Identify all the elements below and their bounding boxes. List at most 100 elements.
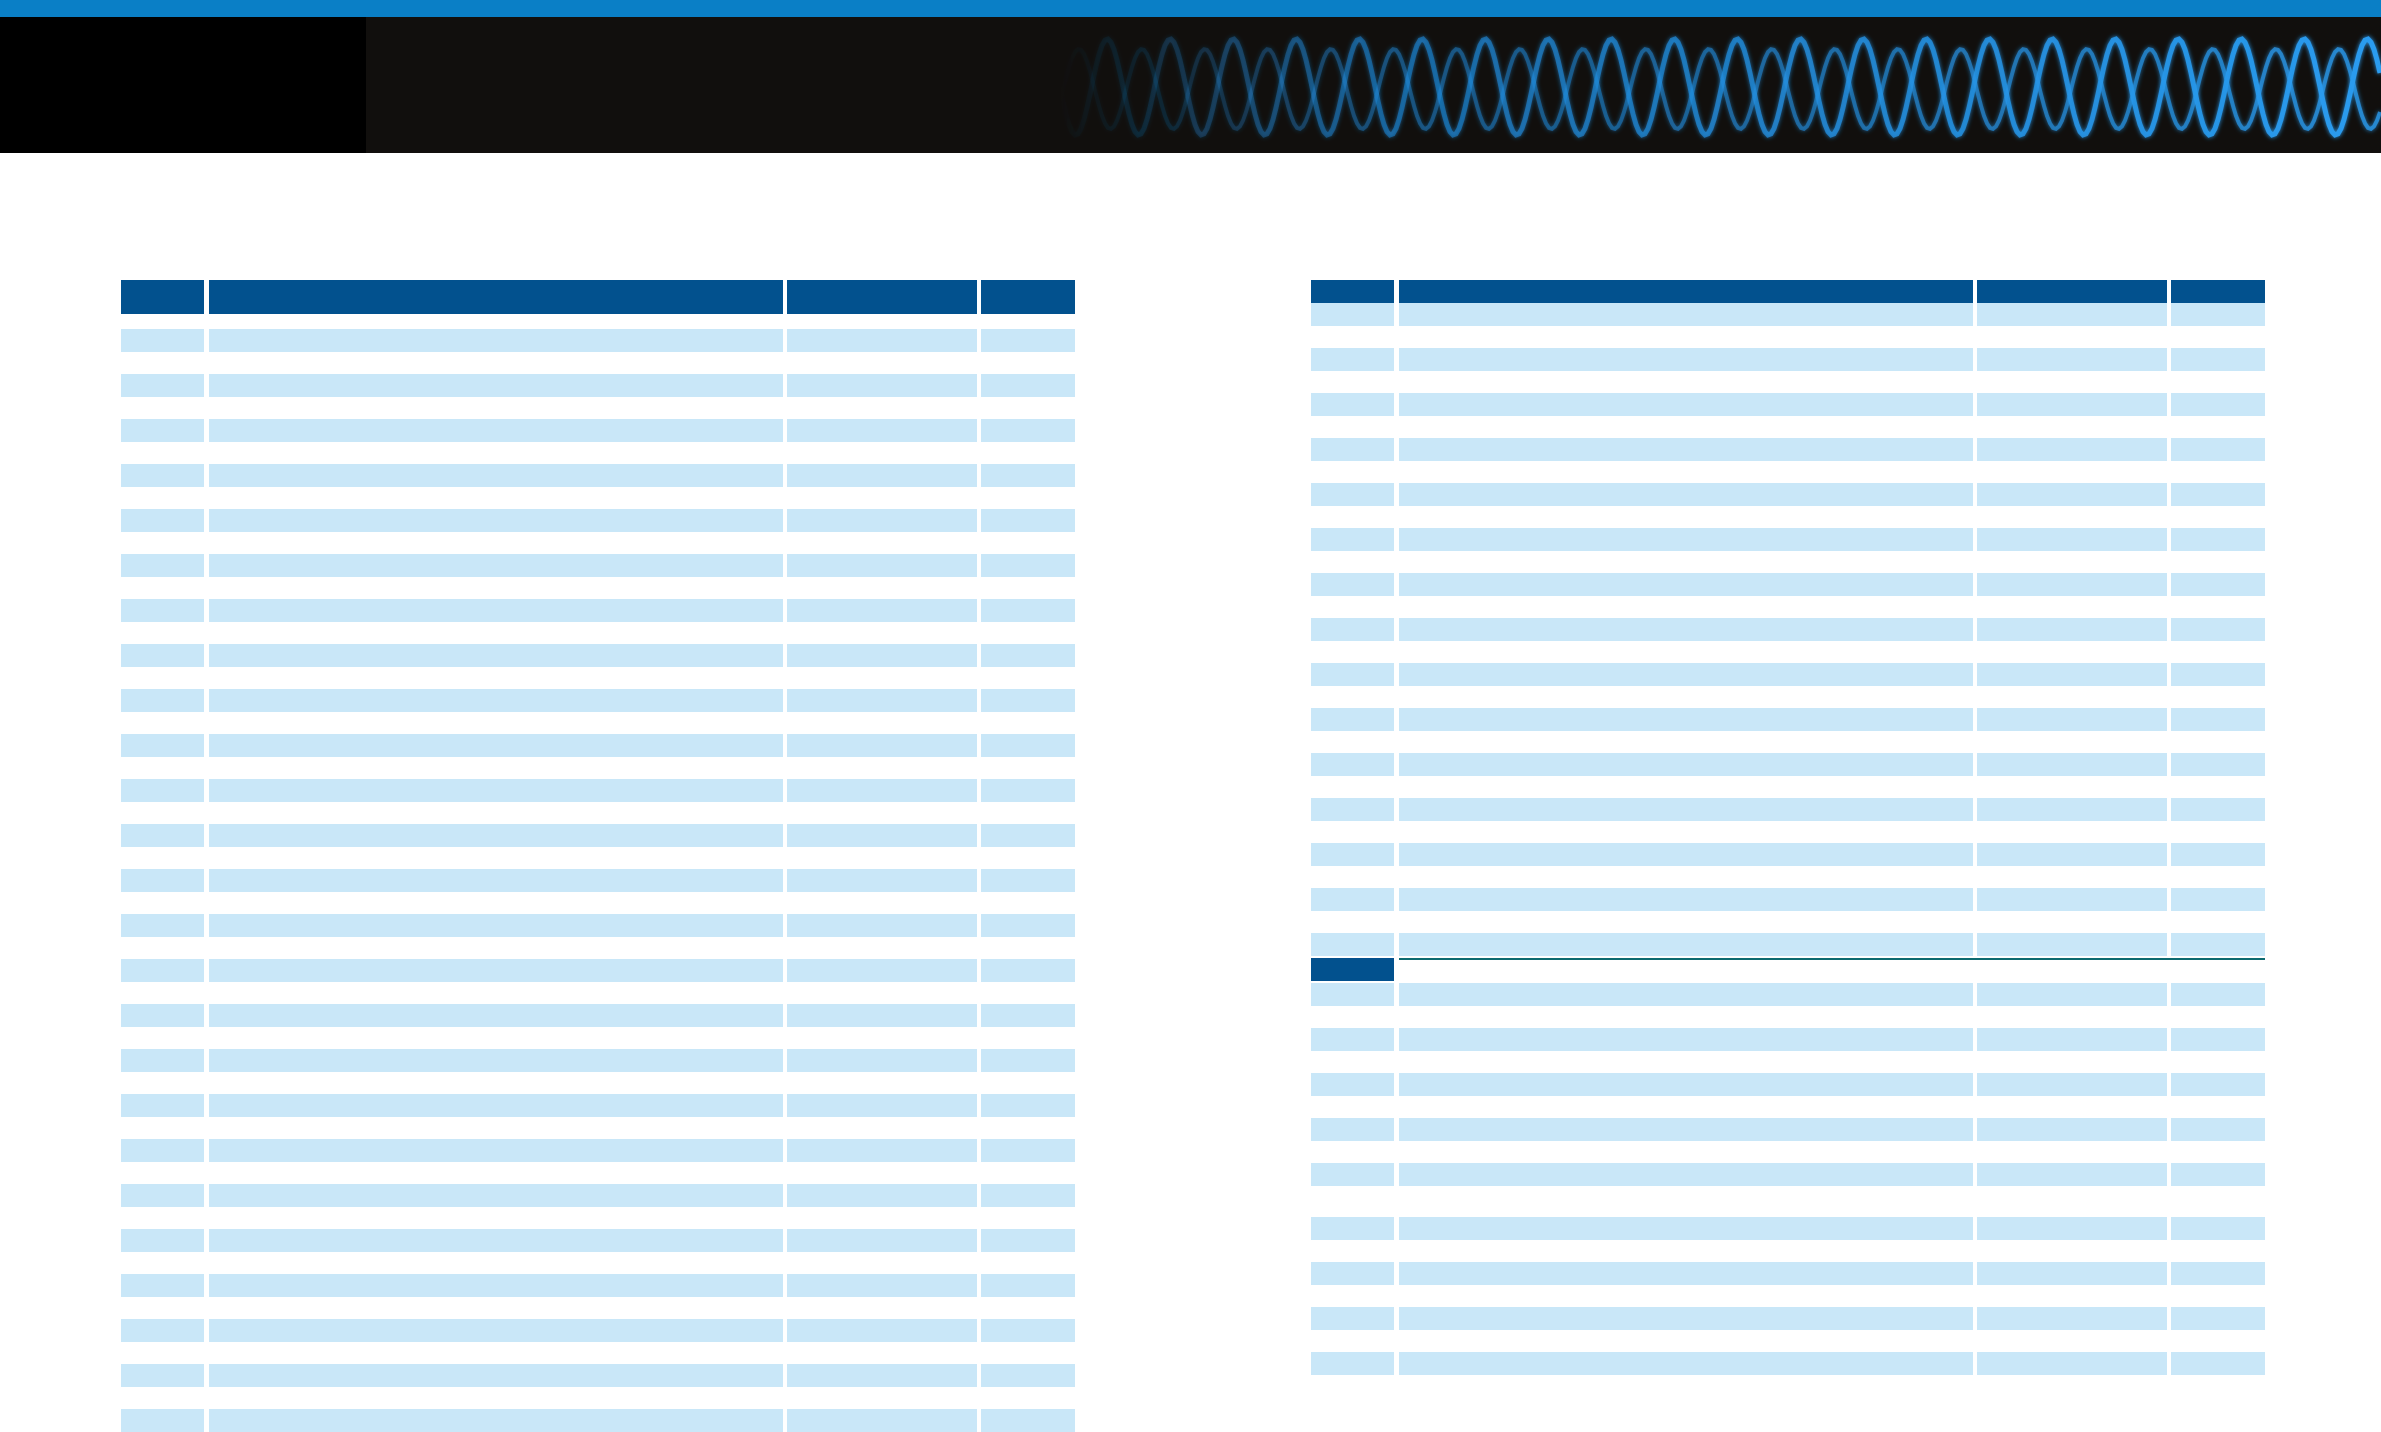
table-cell [2171, 1217, 2265, 1240]
table-cell [1977, 1352, 2167, 1375]
table-cell [121, 329, 204, 352]
table-cell [1399, 438, 1973, 461]
table-cell [1311, 1307, 1394, 1330]
table-cell [2171, 1163, 2265, 1186]
table-cell [2171, 348, 2265, 371]
table-row [121, 1409, 1075, 1432]
table-cell [1977, 303, 2167, 326]
table-header-row [1311, 280, 2265, 314]
table-cell [121, 869, 204, 892]
table-row [121, 1229, 1075, 1252]
table-cell [1977, 618, 2167, 641]
table-cell [209, 1319, 783, 1342]
table-row [1311, 528, 2265, 551]
table-cell [1311, 888, 1394, 911]
table-row [1311, 1217, 2265, 1240]
table-cell [1977, 1118, 2167, 1141]
table-cell [1311, 438, 1394, 461]
table-row [1311, 1118, 2265, 1141]
table-cell [981, 1049, 1075, 1072]
table-cell [121, 464, 204, 487]
table-cell [787, 779, 977, 802]
table-cell [787, 1184, 977, 1207]
table-cell [1977, 438, 2167, 461]
table-cell [1977, 483, 2167, 506]
table-row [1311, 1073, 2265, 1096]
table-cell [209, 1364, 783, 1387]
table-cell [1977, 708, 2167, 731]
table-cell [2171, 303, 2265, 326]
table-row [1311, 888, 2265, 911]
table-cell [787, 554, 977, 577]
table-cell [787, 1274, 977, 1297]
table-cell [2171, 843, 2265, 866]
table-cell [1311, 753, 1394, 776]
table-cell [1399, 573, 1973, 596]
table-cell [981, 1184, 1075, 1207]
table-cell [981, 329, 1075, 352]
table-row [1311, 348, 2265, 371]
table-cell [981, 1094, 1075, 1117]
table-cell [121, 1319, 204, 1342]
header-cell [787, 280, 977, 314]
right-table [1311, 280, 2265, 1375]
table-cell [1399, 618, 1973, 641]
table-cell [1311, 983, 1394, 1006]
table-cell [787, 1139, 977, 1162]
table-cell [2171, 1262, 2265, 1285]
table-cell [1311, 1217, 1394, 1240]
table-cell [1311, 798, 1394, 821]
table-cell [2171, 708, 2265, 731]
table-cell [1399, 1307, 1973, 1330]
table-cell [787, 734, 977, 757]
table-row [1311, 983, 2265, 1006]
table-row [1311, 1028, 2265, 1051]
table-row [1311, 303, 2265, 326]
table-cell [787, 329, 977, 352]
table-cell [209, 419, 783, 442]
table-cell [1311, 843, 1394, 866]
table-row [1311, 798, 2265, 821]
section-label [1311, 958, 1394, 981]
table-cell [209, 644, 783, 667]
table-cell [1399, 663, 1973, 686]
table-cell [1311, 1262, 1394, 1285]
table-cell [209, 509, 783, 532]
table-cell [2171, 1352, 2265, 1375]
table-cell [981, 734, 1075, 757]
table-row [121, 419, 1075, 442]
table-cell [2171, 528, 2265, 551]
table-cell [787, 1409, 977, 1432]
table-cell [121, 914, 204, 937]
table-cell [209, 374, 783, 397]
header-cell [981, 280, 1075, 314]
table-cell [121, 1049, 204, 1072]
header-cell [121, 280, 204, 314]
table-cell [1311, 708, 1394, 731]
table-cell [787, 644, 977, 667]
table-cell [1977, 1028, 2167, 1051]
table-cell [121, 959, 204, 982]
table-row [121, 824, 1075, 847]
banner-left-block [0, 17, 366, 153]
table-row [121, 464, 1075, 487]
table-cell [1311, 483, 1394, 506]
table-cell [121, 734, 204, 757]
table-row [121, 1364, 1075, 1387]
table-cell [1399, 708, 1973, 731]
table-cell [1977, 753, 2167, 776]
table-row [1311, 1262, 2265, 1285]
sine-wave-icon [1060, 36, 2381, 138]
table-row [121, 869, 1075, 892]
table-row [121, 554, 1075, 577]
table-cell [981, 554, 1075, 577]
table-row [121, 1274, 1075, 1297]
left-table [121, 280, 1075, 1432]
table-row [1311, 843, 2265, 866]
table-cell [121, 374, 204, 397]
table-cell [787, 599, 977, 622]
table-row [1311, 708, 2265, 731]
table-cell [121, 824, 204, 847]
table-cell [1977, 573, 2167, 596]
table-cell [1311, 573, 1394, 596]
